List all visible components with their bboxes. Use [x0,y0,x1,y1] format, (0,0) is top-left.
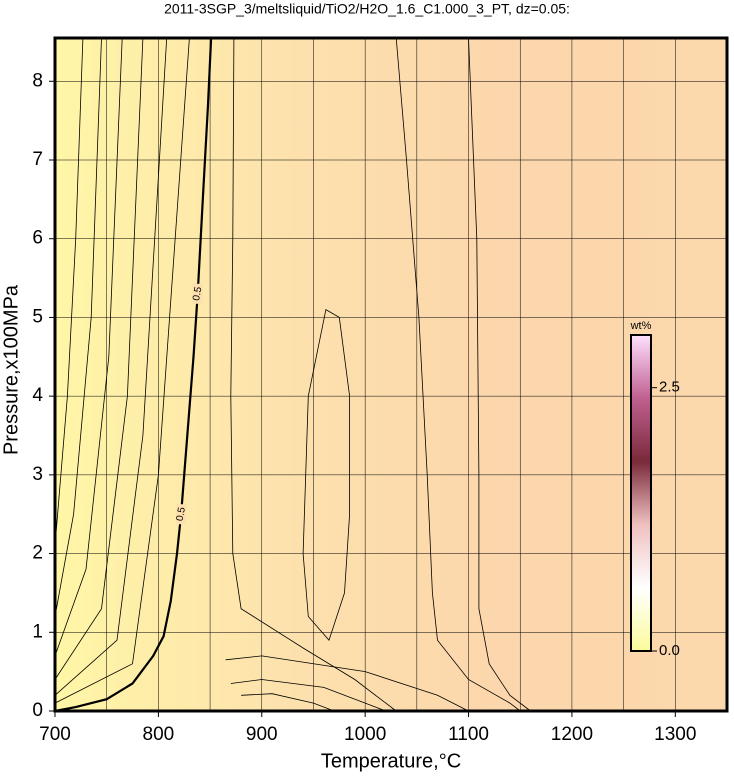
colorbar-tick-label: 0.0 [659,642,680,659]
x-axis-label: Temperature,°C [321,750,461,772]
x-tick-label: 700 [39,724,71,745]
y-tick-label: 2 [32,543,43,564]
y-axis-label: Pressure,x100MPa [0,284,22,455]
contour-line [468,37,531,712]
chart-title: 2011-3SGP_3/meltsliquid/TiO2/H2O_1.6_C1.… [164,1,570,17]
x-tick-label: 900 [246,724,278,745]
contour-line [54,37,190,704]
contour-line [230,37,397,712]
y-tick-label: 0 [32,700,43,721]
contour-label: 0.5 [191,286,204,302]
colorbar-tick-label: 2.5 [659,379,680,396]
contour-line [54,37,102,617]
plot-background [55,38,727,711]
contour-line [241,693,335,712]
plot-frame [53,36,729,713]
contour-line [395,37,521,712]
y-tick-label: 6 [32,228,43,249]
colorbar-label: wt% [630,320,652,332]
contour-line [54,37,168,696]
x-tick-label: 1100 [448,724,489,745]
x-tick-label: 1000 [344,724,386,745]
contour-line [54,37,213,713]
contour-label: 0.5 [175,506,188,522]
contour-line [302,308,350,641]
contour-label-bg [192,283,203,304]
contour-line [230,679,386,712]
x-tick-label: 1200 [551,724,593,745]
colorbar [630,334,652,652]
y-tick-label: 5 [32,306,43,327]
x-tick-label: 1300 [654,724,696,745]
y-tick-label: 7 [32,149,43,170]
x-tick-label: 800 [143,724,175,745]
y-tick-label: 1 [32,621,43,642]
contour-line [54,37,84,546]
y-tick-label: 3 [32,464,43,485]
y-tick-label: 4 [32,385,43,406]
contour-line [54,37,144,680]
contour-label-bg [176,504,187,525]
contour-line [225,655,469,712]
y-tick-label: 8 [32,70,43,91]
contour-line [54,37,123,657]
